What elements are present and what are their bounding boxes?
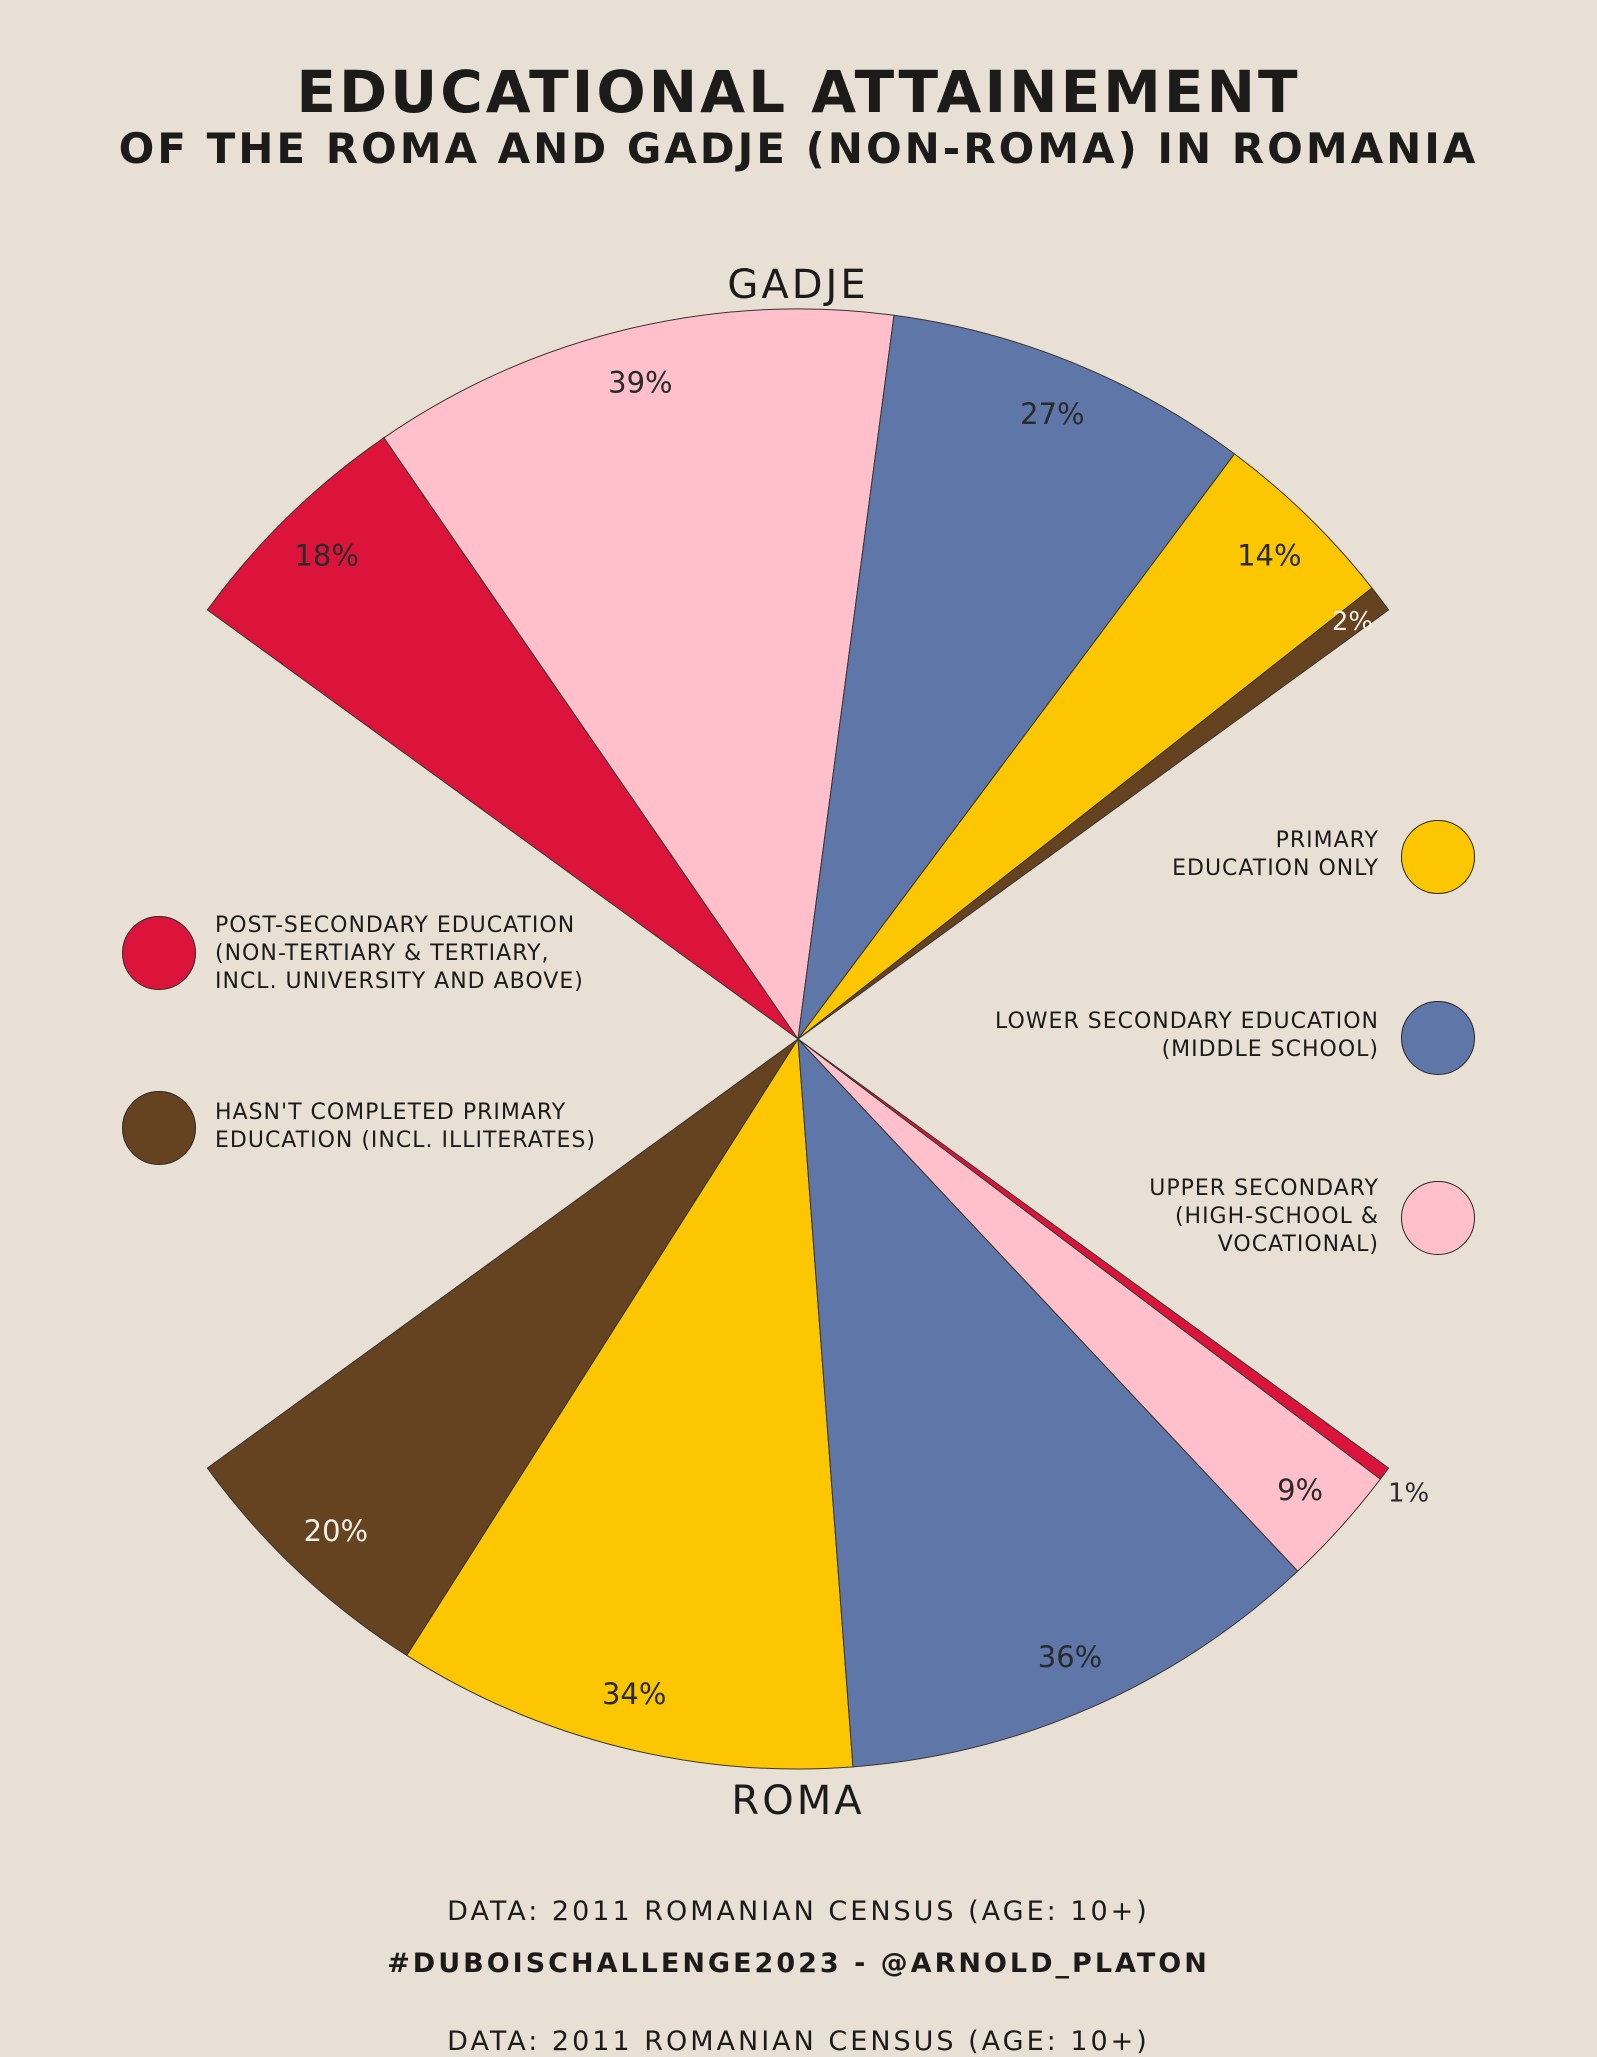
legend-label-upper-secondary: UPPER SECONDARY (HIGH-SCHOOL & VOCATIONA… xyxy=(1149,1176,1379,1257)
legend-swatch-primary xyxy=(1401,820,1475,894)
slice-roma-post-secondary xyxy=(797,1038,1390,1480)
chart-subtitle: OF THE ROMA AND GADJE (NON-ROMA) IN ROMA… xyxy=(118,124,1479,173)
slice-roma-not-completed-primary xyxy=(206,1038,799,1657)
slice-gadje-post-secondary xyxy=(206,437,799,1040)
legend-label-lower-secondary: LOWER SECONDARY EDUCATION (MIDDLE SCHOOL… xyxy=(995,1009,1379,1062)
slice-gadje-lower-secondary xyxy=(797,314,1236,1041)
legend-swatch-upper-secondary xyxy=(1401,1181,1475,1255)
legend-swatch-not-completed-primary xyxy=(122,1091,196,1165)
slice-label-roma-lower-secondary: 36% xyxy=(1038,1640,1102,1674)
legend-swatch-lower-secondary xyxy=(1401,1001,1475,1075)
legend-label-not-completed-primary: HASN'T COMPLETED PRIMARY EDUCATION (INCL… xyxy=(215,1100,596,1153)
slice-label-roma-not-completed-primary: 20% xyxy=(304,1514,368,1548)
group-label-gadje: GADJE xyxy=(727,262,868,308)
slice-label-gadje-post-secondary: 18% xyxy=(294,539,358,573)
roma-slices xyxy=(206,1037,1390,1770)
slice-label-gadje-primary: 14% xyxy=(1237,539,1301,573)
footer-source: DATA: 2011 ROMANIAN CENSUS (AGE: 10+) xyxy=(447,1896,1150,1927)
slice-roma-primary xyxy=(406,1037,854,1770)
footer-credit: #DUBOISCHALLENGE2023 - @ARNOLD_PLATON xyxy=(387,1948,1210,1979)
group-label-roma: ROMA xyxy=(731,1778,864,1824)
slice-label-roma-post-secondary: 1% xyxy=(1388,1479,1429,1509)
slice-labels: 18% 39% 27% 14% 2% 20% 34% 36% 9% 1% xyxy=(294,366,1429,1711)
legend-label-post-secondary: POST-SECONDARY EDUCATION (NON-TERTIARY &… xyxy=(215,913,584,994)
gadje-slices xyxy=(206,308,1390,1041)
slice-gadje-upper-secondary xyxy=(383,308,895,1041)
slice-label-gadje-upper-secondary: 39% xyxy=(608,366,672,400)
legend-label-primary: PRIMARY EDUCATION ONLY xyxy=(1172,828,1379,881)
slice-label-gadje-not-completed-primary: 2% xyxy=(1332,607,1373,637)
slice-roma-lower-secondary xyxy=(797,1037,1299,1768)
slice-gadje-primary xyxy=(797,453,1373,1040)
slice-label-gadje-lower-secondary: 27% xyxy=(1020,397,1084,431)
slice-label-roma-primary: 34% xyxy=(602,1677,666,1711)
slice-gadje-not-completed-primary xyxy=(797,587,1390,1040)
chart-title: EDUCATIONAL ATTAINEMENT xyxy=(296,58,1301,126)
footer-ghost: DATA: 2011 ROMANIAN CENSUS (AGE: 10+) xyxy=(447,2026,1150,2057)
slice-label-roma-upper-secondary: 9% xyxy=(1277,1473,1323,1507)
legend-swatch-post-secondary xyxy=(122,916,196,990)
